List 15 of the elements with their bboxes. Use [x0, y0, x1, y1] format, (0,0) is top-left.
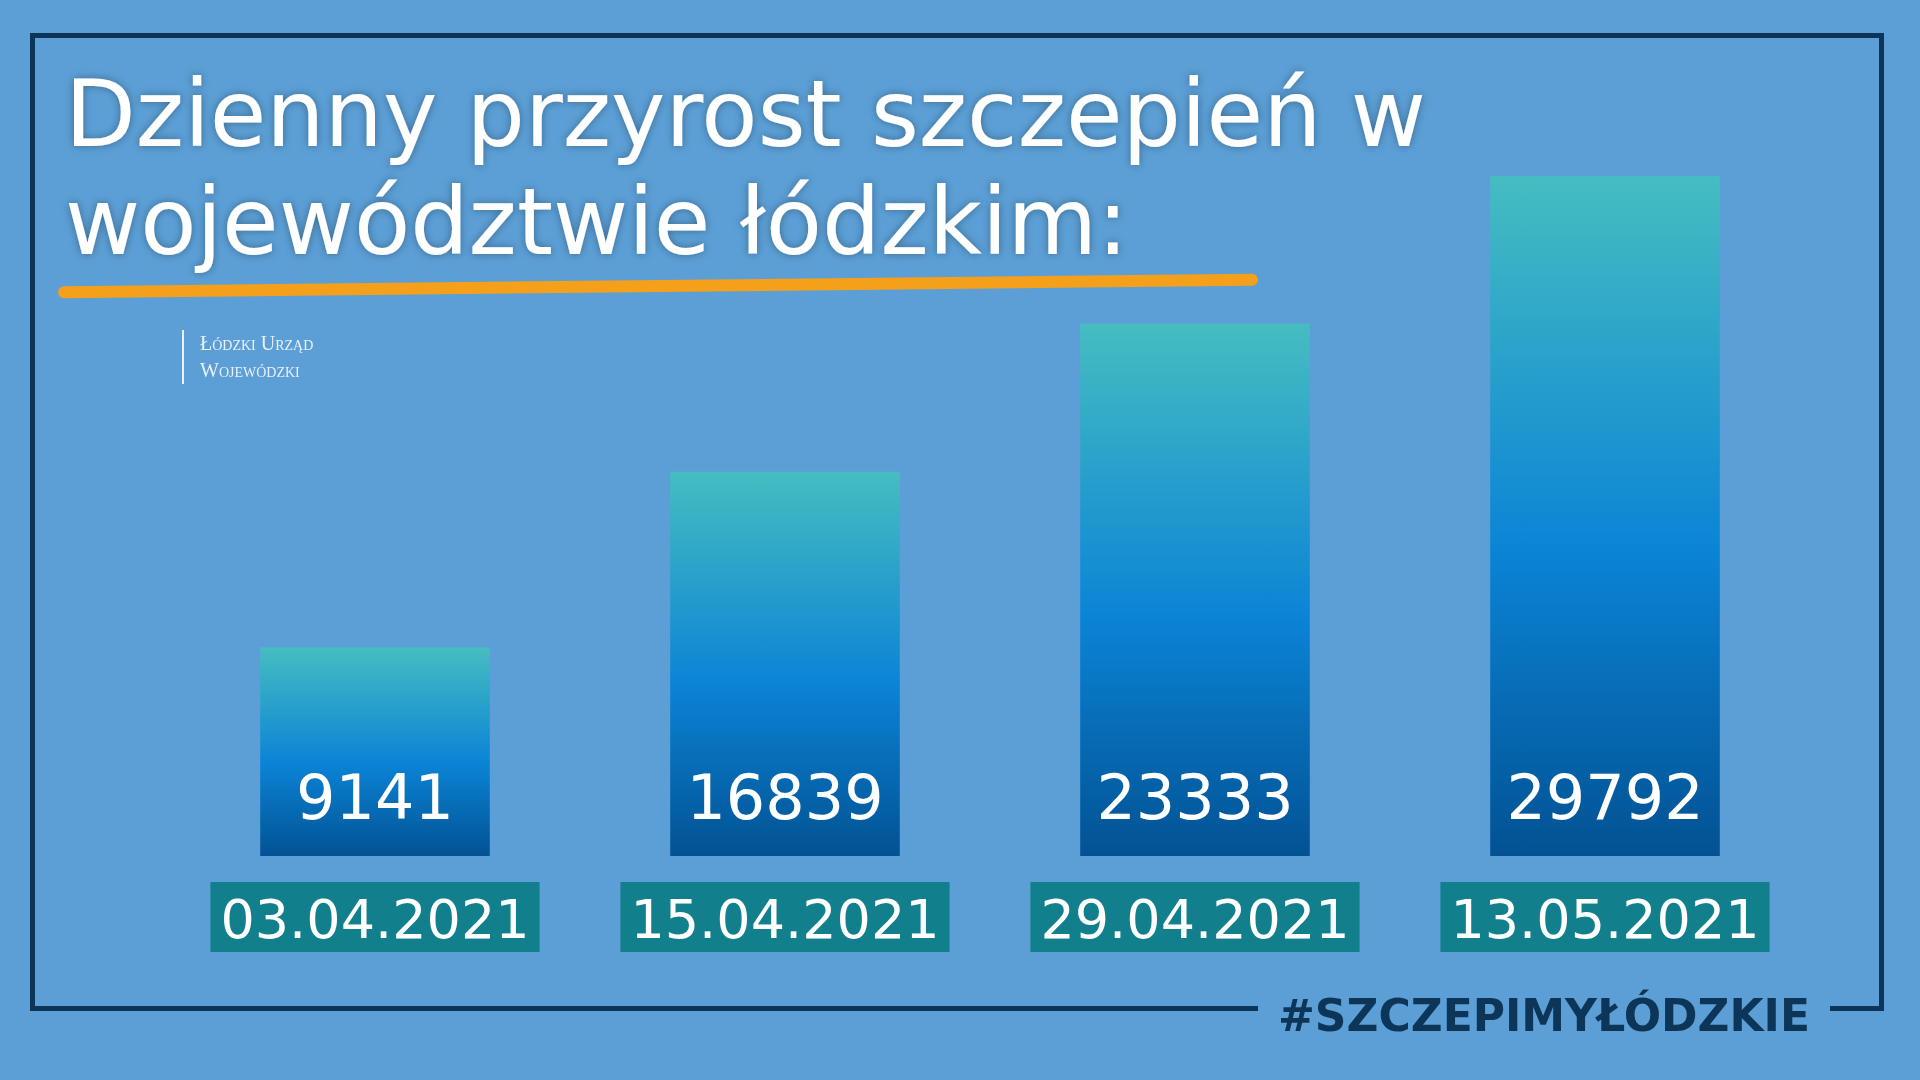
bar: [670, 471, 900, 856]
x-tick-label: 29.04.2021: [1040, 887, 1350, 951]
annotation: Łódzki Urząd Wojewódzki: [182, 330, 330, 384]
chart-title: Dzienny przyrost szczepień w województwie łódzkim:: [65, 60, 1456, 276]
text: #SZCZEPIMYŁÓDZKIE: [1257, 990, 1830, 1041]
data-label: 29792: [1506, 760, 1704, 834]
x-tick-label: 13.05.2021: [1450, 887, 1760, 951]
bar: [1490, 176, 1720, 856]
x-tick-label: 03.04.2021: [220, 887, 530, 951]
data-label: 23333: [1096, 760, 1294, 834]
data-label: 16839: [686, 760, 884, 834]
bar: [260, 647, 490, 856]
data-label: 9141: [296, 760, 454, 834]
bar: [1080, 323, 1310, 856]
x-tick-label: 15.04.2021: [630, 887, 940, 951]
